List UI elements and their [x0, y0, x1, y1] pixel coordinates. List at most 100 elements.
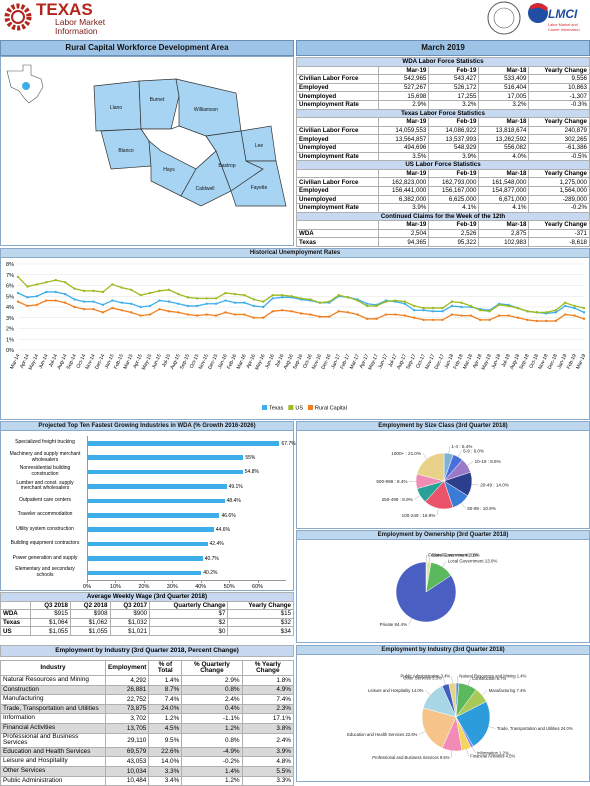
cell: -0.2%: [529, 204, 590, 213]
cell: 161,548,000: [479, 178, 529, 187]
cell: 527,267: [379, 83, 429, 92]
cell: 13,705: [106, 723, 149, 733]
cell: 2.3%: [242, 704, 293, 714]
bar-panel: 0%10%20%30%40%50%60%Specialized freight …: [0, 421, 294, 591]
cell: 3.3%: [149, 766, 182, 776]
cell: $34: [228, 627, 294, 636]
value-label: 40.7%: [205, 556, 219, 562]
cell: 73,875: [106, 704, 149, 714]
header-cell: Employment: [106, 661, 149, 676]
cell: -4.9%: [182, 747, 242, 757]
x-tick-label: 50%: [214, 584, 244, 590]
legend-swatch: [262, 405, 267, 410]
cell: 22,752: [106, 695, 149, 705]
value-label: 40.2%: [203, 570, 217, 576]
slice-label: 1000+ : 21.0%: [391, 451, 421, 456]
leader-line: [414, 496, 420, 500]
y-tick-label: 6%: [6, 284, 14, 290]
title-row: Average Weekly Wage (3rd Quarter 2018): [1, 593, 294, 602]
cell: WDA: [1, 610, 31, 619]
cell: Texas: [1, 618, 31, 627]
cell: $0: [150, 627, 228, 636]
county-label: Burnet: [150, 97, 165, 103]
value-label: 44.6%: [216, 527, 230, 533]
header-cell: Mar-18: [479, 118, 529, 127]
cell: -8,618: [529, 238, 590, 247]
cell: Employed: [297, 83, 379, 92]
cell: 26,881: [106, 685, 149, 695]
header-cell: [297, 169, 379, 178]
cell: 0.8%: [182, 733, 242, 747]
cell: 548,929: [429, 143, 479, 152]
cell: 2.4%: [242, 733, 293, 747]
leader-line: [443, 678, 445, 685]
category-label: Elementary and secondary schools: [7, 567, 83, 579]
cell: 1.2%: [182, 723, 242, 733]
table-title: US Labor Force Statistics: [297, 161, 590, 170]
county-label: Bastrop: [218, 163, 235, 169]
title-row: US Labor Force Statistics: [297, 161, 590, 170]
x-tick-label: 10%: [100, 584, 130, 590]
tick-mark: [201, 580, 202, 583]
cell: 69,579: [106, 747, 149, 757]
cell: US: [1, 627, 31, 636]
header-cell: Feb-19: [429, 221, 479, 230]
slice-label: 20-49 : 14.0%: [480, 483, 509, 488]
area-title: Rural Capital Workforce Development Area: [0, 40, 294, 56]
cell: $32: [228, 618, 294, 627]
gear-hub: [12, 11, 24, 23]
cell: 13,564,857: [379, 135, 429, 144]
cell: 0.8%: [182, 685, 242, 695]
header-cell: Mar-18: [479, 66, 529, 75]
seal: [488, 2, 520, 34]
slice-label: 100-249 : 16.9%: [402, 513, 436, 518]
pie-chart: Natural Resources and Mining 1.4%Constru…: [296, 655, 590, 782]
header-cell: Feb-19: [429, 66, 479, 75]
industry-table: Employment by Industry (3rd Quarter 2018…: [0, 645, 294, 786]
cell: 162,823,000: [379, 178, 429, 187]
y-tick-label: 8%: [6, 262, 14, 268]
leader-line: [451, 751, 452, 758]
cell: Information: [1, 714, 106, 724]
x-tick-label: 40%: [186, 584, 216, 590]
header-cell: Industry: [1, 661, 106, 676]
cell: 6,671,000: [479, 195, 529, 204]
slice-label: Financial Activities 4.5%: [470, 753, 515, 758]
tick-mark: [172, 580, 173, 583]
cell: Employed: [297, 135, 379, 144]
slice-label: 500-999 : 8.4%: [376, 479, 407, 484]
title-row: Continued Claims for the Week of the 12t…: [297, 212, 590, 221]
cell: Unemployed: [297, 92, 379, 101]
cell: 13,818,674: [479, 126, 529, 135]
cell: $7: [150, 610, 228, 619]
x-tick-label: 30%: [157, 584, 187, 590]
bar: [87, 571, 201, 576]
x-tick-label: 60%: [243, 584, 273, 590]
data-row: Texas$1,064$1,062$1,032$2$32: [1, 618, 294, 627]
cell: 4.8%: [242, 757, 293, 767]
category-label: Utility system construction: [7, 523, 83, 535]
legend-swatch: [308, 405, 313, 410]
cell: 3.3%: [242, 776, 293, 786]
chart-title: Employment by Ownership (3rd Quarter 201…: [296, 530, 590, 540]
slice-label: 50-99 : 10.9%: [467, 506, 496, 511]
cell: -0.5%: [529, 152, 590, 161]
lmci-sub: Career Information: [548, 28, 580, 32]
value-label: 48.4%: [227, 498, 241, 504]
cell: Texas: [297, 238, 379, 247]
leader-line: [437, 508, 438, 515]
cell: -1,307: [529, 92, 590, 101]
cell: 2,526: [429, 229, 479, 238]
